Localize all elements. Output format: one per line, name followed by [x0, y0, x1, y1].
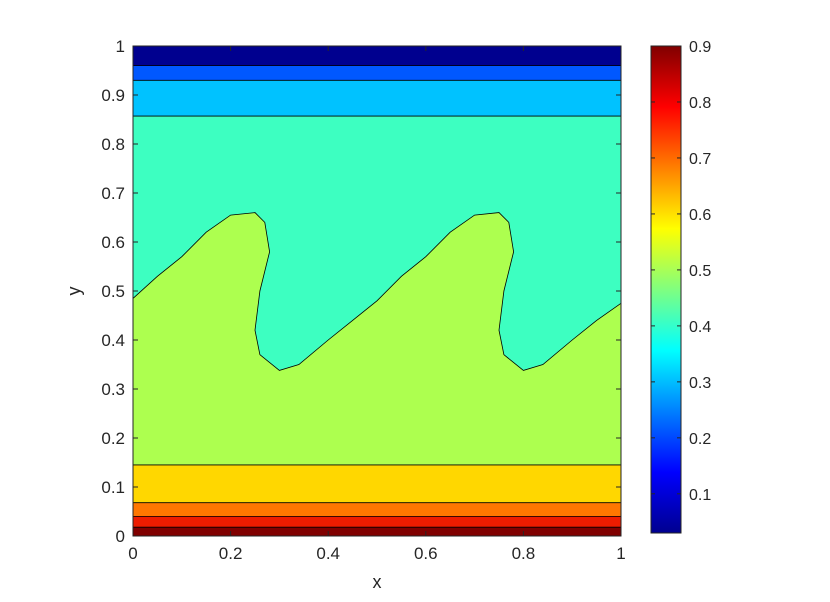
x-tick-label: 0.2	[219, 544, 243, 563]
colorbar-tick-label: 0.7	[689, 151, 711, 168]
x-tick-label: 0.4	[316, 544, 340, 563]
colorbar-tick-label: 0.9	[689, 39, 711, 56]
y-axis-label: y	[64, 287, 84, 296]
colorbar-tick-label: 0.4	[689, 319, 711, 336]
y-tick-label: 0	[116, 527, 125, 546]
colorbar-tick-label: 0.5	[689, 263, 711, 280]
colorbar-tick-label: 0.8	[689, 95, 711, 112]
y-tick-label: 0.6	[101, 233, 125, 252]
y-tick-label: 0.2	[101, 429, 125, 448]
colorbar-tick-label: 0.2	[689, 431, 711, 448]
x-axis-label: x	[373, 572, 382, 592]
contour-band-0-5	[133, 212, 621, 536]
y-tick-label: 0.7	[101, 184, 125, 203]
y-tick-label: 0.4	[101, 331, 125, 350]
contour-band-0-9	[133, 527, 621, 536]
y-tick-label: 0.5	[101, 282, 125, 301]
x-tick-label: 1	[616, 544, 625, 563]
colorbar	[650, 45, 682, 534]
y-axis: 0 0.1 0.2 0.3 0.4 0.5 0.6 0.7 0.8 0.9 1	[101, 37, 621, 546]
y-tick-label: 0.8	[101, 135, 125, 154]
y-tick-label: 0.9	[101, 86, 125, 105]
x-tick-label: 0	[128, 544, 137, 563]
x-axis: 0 0.2 0.4 0.6 0.8 1	[128, 46, 626, 563]
colorbar-tick-label: 0.1	[689, 487, 711, 504]
plot-area	[133, 46, 621, 536]
x-tick-label: 0.8	[512, 544, 536, 563]
contour-line-0-5	[133, 212, 621, 371]
colorbar-tick-label: 0.3	[689, 375, 711, 392]
y-tick-label: 1	[116, 37, 125, 56]
colorbar-tick-label: 0.6	[689, 207, 711, 224]
x-tick-label: 0.6	[414, 544, 438, 563]
y-tick-label: 0.1	[101, 478, 125, 497]
colorbar-ticks: 0.1 0.2 0.3 0.4 0.5 0.6 0.7 0.8 0.9	[651, 39, 711, 504]
y-tick-label: 0.3	[101, 380, 125, 399]
